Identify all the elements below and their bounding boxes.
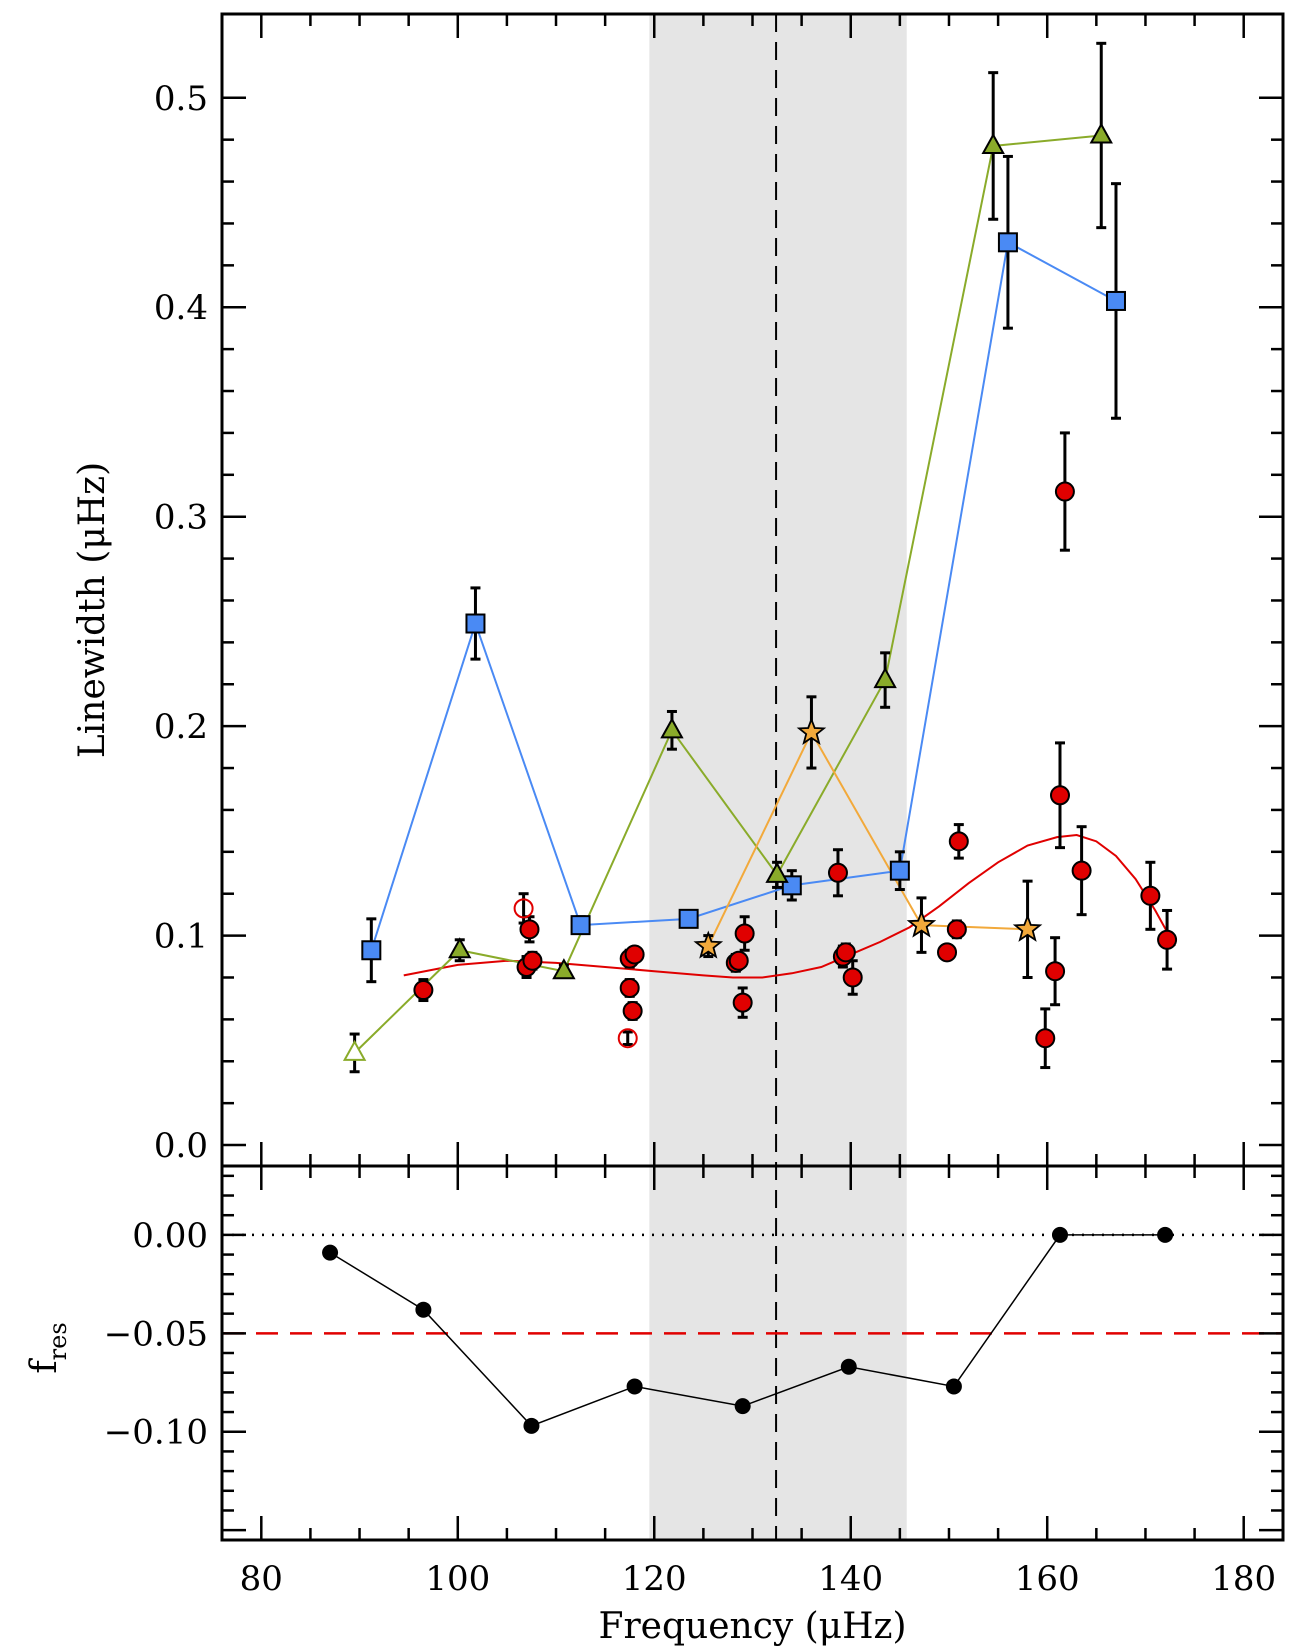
- circle-point: [948, 831, 969, 852]
- fres-panel: [220, 1164, 1285, 1542]
- circle-point: [1071, 860, 1092, 881]
- y-tick-label: 0.2: [154, 707, 208, 747]
- circle-point: [842, 967, 863, 988]
- fres-point: [945, 1378, 962, 1395]
- square-point: [997, 232, 1018, 253]
- circle-point: [624, 944, 645, 965]
- triangle-point: [342, 1039, 367, 1061]
- circle-point: [827, 862, 848, 883]
- circle-point: [1054, 481, 1075, 502]
- y-axis-title: Linewidth (μHz): [72, 462, 113, 758]
- circle-point: [728, 950, 749, 971]
- open-circle-point: [513, 898, 534, 919]
- triangle-point: [1089, 122, 1113, 144]
- y-tick-label: 0.00: [132, 1216, 208, 1256]
- star-point: [1012, 913, 1043, 942]
- fres-point: [734, 1398, 751, 1415]
- fres-point: [1157, 1226, 1174, 1243]
- y-tick-label: 0.5: [154, 79, 208, 119]
- circle-point: [413, 980, 434, 1001]
- y-tick-label: 0.3: [154, 498, 208, 538]
- square-point: [678, 908, 699, 929]
- triangle-point: [873, 667, 897, 689]
- square-point: [1105, 290, 1126, 311]
- square-point: [889, 860, 910, 881]
- y-tick-label: −0.10: [104, 1413, 208, 1453]
- star-point: [906, 909, 937, 938]
- y-tick-label: 0.1: [154, 917, 208, 957]
- y-tick-label: 0.4: [154, 288, 208, 328]
- square-point: [465, 613, 486, 634]
- series-line-square: [370, 240, 1117, 951]
- circle-point: [1035, 1028, 1056, 1049]
- star-point: [693, 930, 724, 959]
- fres-axis-title: fres: [24, 1322, 72, 1373]
- x-tick-label: 140: [818, 1559, 883, 1599]
- circle-point: [937, 942, 958, 963]
- circle-point: [519, 919, 540, 940]
- fres-point: [840, 1358, 857, 1375]
- x-tick-label: 100: [425, 1559, 490, 1599]
- series-line-triangle: [353, 134, 1102, 1054]
- x-tick-label: 80: [240, 1559, 283, 1599]
- fres-subscript: res: [44, 1322, 72, 1360]
- circle-point: [1049, 785, 1070, 806]
- triangle-point: [448, 937, 472, 959]
- circle-point: [522, 950, 543, 971]
- x-tick-label: 120: [622, 1559, 687, 1599]
- circle-point: [732, 992, 753, 1013]
- square-point: [570, 915, 591, 936]
- y-tick-label: −0.05: [104, 1314, 208, 1354]
- triangle-point: [981, 132, 1005, 154]
- circle-point: [946, 919, 967, 940]
- x-tick-label: 180: [1211, 1559, 1276, 1599]
- linewidth-panel: [220, 12, 1285, 1540]
- x-axis-title: Frequency (μHz): [598, 1606, 906, 1647]
- triangle-point: [765, 861, 789, 883]
- circle-point: [622, 1001, 643, 1022]
- fres-point: [322, 1244, 339, 1261]
- series-line-star: [707, 730, 1028, 947]
- axis-labels: 80 100 120 140 160 180 0.0 0.1 0.2 0.3 0.4 0.5 0.00 −…: [24, 79, 1276, 1647]
- circle-point: [1157, 929, 1178, 950]
- square-point: [361, 940, 382, 961]
- circle-point: [1140, 885, 1161, 906]
- x-tick-label: 160: [1015, 1559, 1080, 1599]
- triangle-point: [660, 717, 684, 739]
- fres-main: f: [24, 1358, 65, 1374]
- circle-point: [619, 977, 640, 998]
- fres-point: [523, 1417, 540, 1434]
- circle-point: [835, 942, 856, 963]
- fres-point: [1051, 1226, 1068, 1243]
- fres-point: [626, 1378, 643, 1395]
- fit-curve: [403, 834, 1176, 979]
- circle-point: [734, 923, 755, 944]
- star-point: [796, 716, 827, 745]
- triangle-point: [552, 958, 576, 980]
- circle-point: [1045, 961, 1066, 982]
- fres-point: [415, 1301, 432, 1318]
- open-circle-point: [617, 1028, 638, 1049]
- shaded-band: [649, 14, 907, 1540]
- y-tick-label: 0.0: [154, 1126, 208, 1166]
